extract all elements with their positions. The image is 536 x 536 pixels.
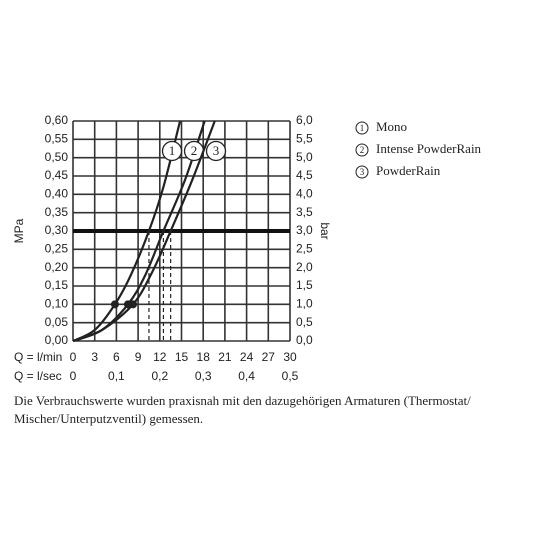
x-tick-label: 24 xyxy=(240,350,254,364)
y2-tick-label: 3,5 xyxy=(296,205,313,219)
x-tick-label: 0 xyxy=(70,350,77,364)
y-tick-label: 0,00 xyxy=(45,333,69,347)
x2-axis-label: Q = l/sec xyxy=(14,369,62,383)
y2-tick-label: 0,0 xyxy=(296,333,313,347)
legend-circle xyxy=(355,165,369,179)
y-tick-label: 0,05 xyxy=(45,315,69,329)
y-tick-label: 0,10 xyxy=(45,297,69,311)
y2-tick-label: 1,5 xyxy=(296,278,313,292)
legend-circle xyxy=(355,121,369,135)
curve xyxy=(72,120,182,342)
point-marker xyxy=(129,300,138,309)
legend-label: Mono xyxy=(376,119,407,134)
footnote: Die Verbrauchswerte wurden praxisnah mit… xyxy=(14,393,471,426)
x-axis-label: Q = l/min xyxy=(14,350,62,364)
y2-tick-label: 5,5 xyxy=(296,132,313,146)
y2-tick-label: 5,0 xyxy=(296,150,313,164)
y-tick-label: 0,50 xyxy=(45,150,69,164)
legend-label: Intense PowderRain xyxy=(376,141,482,156)
curve-label: 1 xyxy=(169,143,176,158)
x-tick-label: 15 xyxy=(175,350,189,364)
y-tick-label: 0,60 xyxy=(45,113,69,127)
x2-tick-label: 0,2 xyxy=(151,369,168,383)
y-tick-label: 0,20 xyxy=(45,260,69,274)
curve-label: 2 xyxy=(191,143,198,158)
y2-tick-label: 4,0 xyxy=(296,187,313,201)
legend-circle xyxy=(355,143,369,157)
legend-number: 1 xyxy=(360,123,365,133)
curve-label-circle xyxy=(205,140,227,162)
y-tick-label: 0,45 xyxy=(45,168,69,182)
x-tick-label: 9 xyxy=(135,350,142,364)
y2-tick-label: 4,5 xyxy=(296,168,313,182)
curve-label-circle xyxy=(161,140,183,162)
x2-tick-label: 0 xyxy=(70,369,77,383)
legend-label: PowderRain xyxy=(376,163,441,178)
y2-tick-label: 1,0 xyxy=(296,297,313,311)
x-tick-label: 12 xyxy=(153,350,167,364)
y2-tick-label: 2,5 xyxy=(296,242,313,256)
x-tick-label: 6 xyxy=(113,350,120,364)
y-tick-label: 0,55 xyxy=(45,132,69,146)
curve-label: 3 xyxy=(213,143,220,158)
x2-tick-label: 0,3 xyxy=(195,369,212,383)
y2-tick-label: 3,0 xyxy=(296,223,313,237)
x2-tick-label: 0,4 xyxy=(238,369,255,383)
y-axis-label: MPa xyxy=(12,218,26,243)
x-tick-label: 27 xyxy=(262,350,276,364)
x-tick-label: 21 xyxy=(218,350,232,364)
y-tick-label: 0,25 xyxy=(45,242,69,256)
y-tick-label: 0,15 xyxy=(45,278,69,292)
legend-number: 3 xyxy=(360,167,365,177)
x-tick-label: 18 xyxy=(197,350,211,364)
x-tick-label: 3 xyxy=(91,350,98,364)
curve xyxy=(72,120,216,343)
y2-tick-label: 0,5 xyxy=(296,315,313,329)
y-tick-label: 0,40 xyxy=(45,187,69,201)
y2-axis-label: bar xyxy=(318,222,332,239)
legend-number: 2 xyxy=(360,145,365,155)
point-marker xyxy=(110,300,119,309)
y2-tick-label: 2,0 xyxy=(296,260,313,274)
x2-tick-label: 0,1 xyxy=(108,369,125,383)
y2-tick-label: 6,0 xyxy=(296,113,313,127)
y-tick-label: 0,35 xyxy=(45,205,69,219)
y-tick-label: 0,30 xyxy=(45,223,69,237)
x2-tick-label: 0,5 xyxy=(282,369,299,383)
x-tick-label: 30 xyxy=(283,350,297,364)
